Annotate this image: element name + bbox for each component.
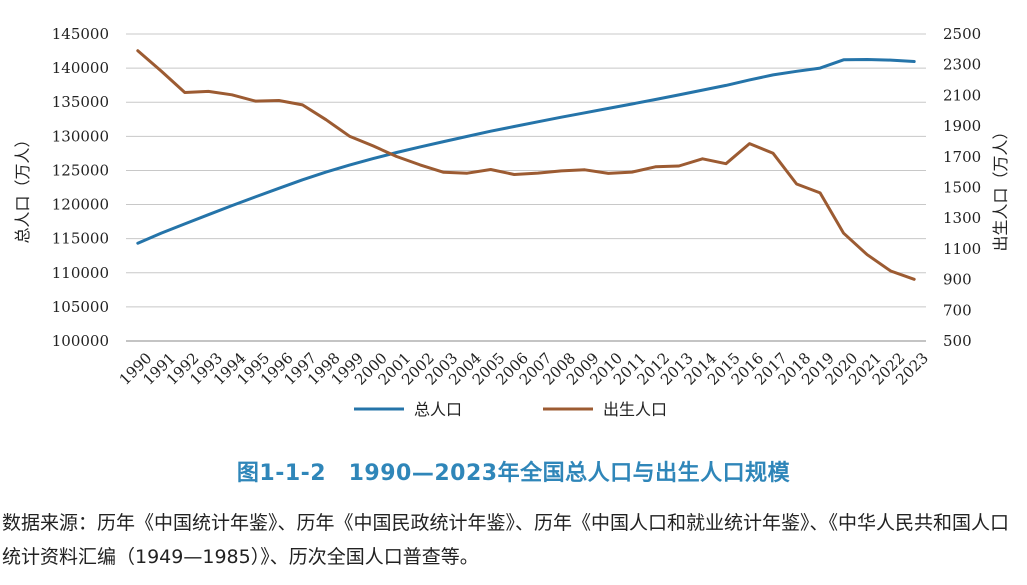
right-tick-label: 2500 bbox=[943, 25, 981, 43]
legend-label-births: 出生人口 bbox=[603, 400, 667, 419]
figure-caption: 图1-1-2 1990—2023年全国总人口与出生人口规模 bbox=[236, 461, 791, 486]
right-tick-label: 500 bbox=[943, 332, 972, 350]
right-tick-label: 1700 bbox=[943, 148, 981, 166]
right-tick-label: 1300 bbox=[943, 209, 981, 227]
right-tick-label: 1900 bbox=[943, 117, 981, 135]
total-population-line bbox=[136, 58, 916, 245]
series-lines bbox=[136, 49, 916, 281]
left-axis-title: 总人口（万人） bbox=[13, 131, 32, 243]
gridlines bbox=[126, 33, 926, 342]
source-note: 数据来源：历年《中国统计年鉴》、历年《中国民政统计年鉴》、历年《中国人口和就业统… bbox=[2, 512, 1010, 568]
right-tick-label: 2300 bbox=[943, 56, 981, 74]
right-tick-label: 1500 bbox=[943, 179, 981, 197]
right-tick-label: 700 bbox=[943, 301, 972, 319]
left-tick-label: 125000 bbox=[52, 161, 109, 179]
right-tick-label: 1100 bbox=[943, 240, 981, 258]
right-axis-title: 出生人口（万人） bbox=[991, 123, 1010, 251]
left-tick-label: 110000 bbox=[52, 264, 109, 282]
right-axis-ticks: 500 700 900 1100 1300 1500 1700 1900 2100 2300 250… bbox=[943, 25, 981, 350]
left-tick-label: 120000 bbox=[52, 196, 109, 214]
left-tick-label: 115000 bbox=[52, 230, 109, 248]
left-tick-label: 135000 bbox=[52, 93, 109, 111]
x-axis-ticks: 1990199119921993199419951996199719981999… bbox=[116, 349, 932, 389]
left-tick-label: 100000 bbox=[52, 332, 109, 350]
right-tick-label: 2100 bbox=[943, 86, 981, 104]
left-tick-label: 130000 bbox=[52, 127, 109, 145]
left-tick-label: 140000 bbox=[52, 59, 109, 77]
left-tick-label: 145000 bbox=[52, 25, 109, 43]
chart: 100000 105000 110000 115000 120000 125000 1300… bbox=[13, 25, 1010, 419]
right-tick-label: 900 bbox=[943, 271, 972, 289]
legend: 总人口 出生人口 bbox=[354, 400, 667, 419]
left-tick-label: 105000 bbox=[52, 298, 109, 316]
births-line bbox=[136, 49, 916, 281]
left-axis-ticks: 100000 105000 110000 115000 120000 125000 1300… bbox=[52, 25, 109, 350]
legend-label-total-population: 总人口 bbox=[414, 400, 462, 419]
